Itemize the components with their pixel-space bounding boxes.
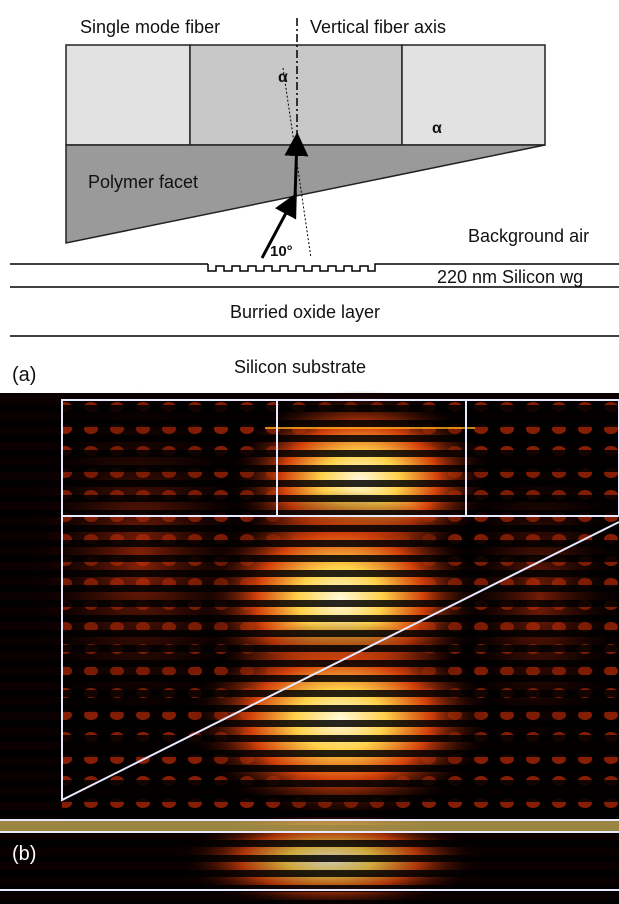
figure: Single mode fiber Vertical fiber axis α …	[0, 0, 619, 904]
panel-a: Single mode fiber Vertical fiber axis α …	[10, 17, 619, 386]
background-label: Background air	[468, 226, 589, 246]
fiber-label: Single mode fiber	[80, 17, 220, 37]
panel-label: (b)	[12, 843, 36, 865]
oxide-label: Burried oxide layer	[230, 302, 380, 322]
refracted-beam	[295, 138, 297, 198]
facet-label: Polymer facet	[88, 172, 198, 192]
angle-label: α	[432, 120, 442, 137]
waveguide-mode	[0, 821, 619, 831]
axis-label: Vertical fiber axis	[310, 17, 446, 37]
tilt-label: 10°	[270, 243, 293, 260]
fiber-core	[190, 45, 402, 145]
angle-label: α	[278, 69, 288, 86]
waveguide-label: 220 nm Silicon wg	[437, 267, 583, 287]
fiber-cladding	[66, 45, 190, 145]
fiber-cladding	[402, 45, 545, 145]
panel-b: (b)	[0, 390, 619, 904]
substrate-label: Silicon substrate	[234, 357, 366, 377]
panel-label: (a)	[12, 364, 36, 386]
